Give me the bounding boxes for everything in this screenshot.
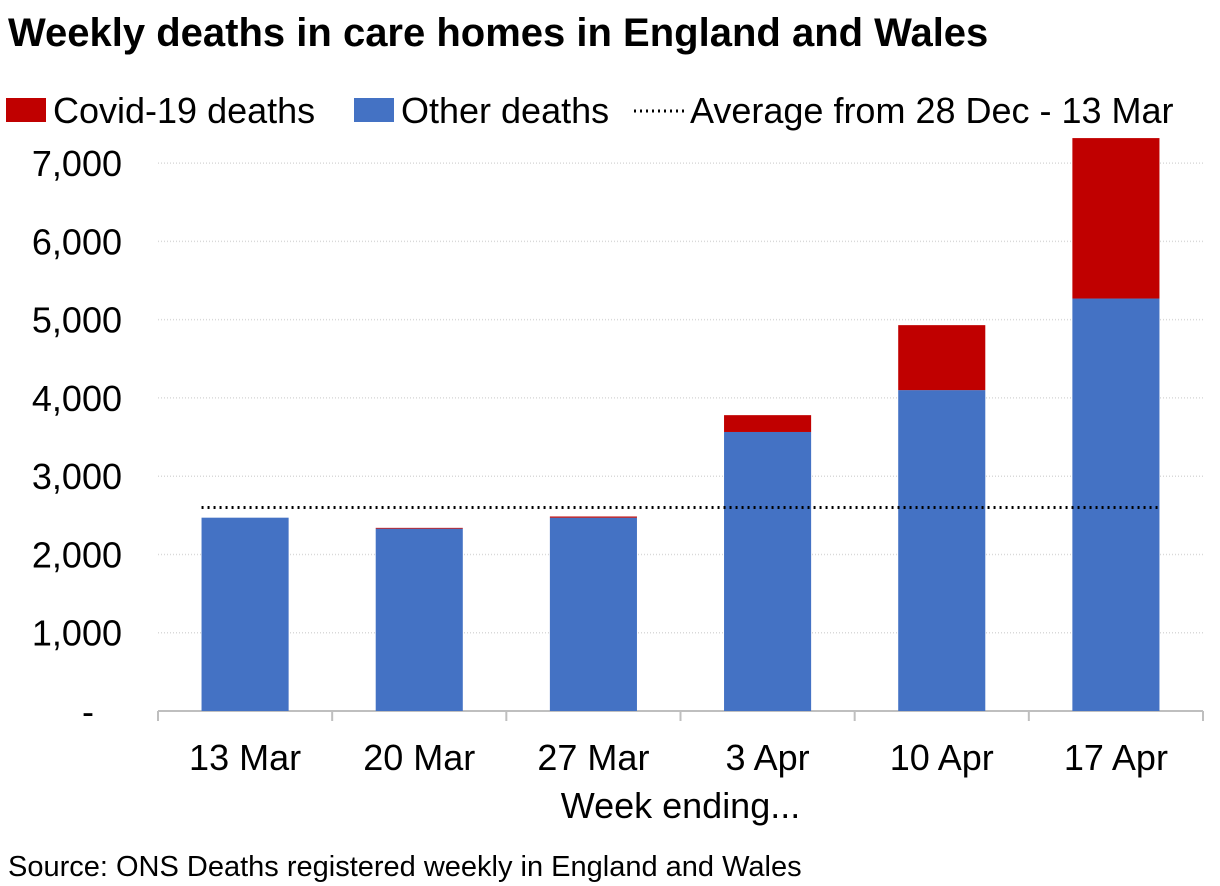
bar-other-deaths: [724, 431, 812, 711]
bar-other-deaths: [375, 528, 463, 711]
chart-title: Weekly deaths in care homes in England a…: [8, 11, 988, 55]
bar-other-deaths: [201, 517, 289, 711]
bar-other-deaths: [1072, 298, 1160, 711]
y-tick-label: 3,000: [32, 456, 122, 497]
bar-other-deaths: [898, 390, 986, 711]
x-tick-label: 20 Mar: [363, 737, 475, 778]
bar-other-deaths: [549, 517, 637, 711]
bar-covid-deaths: [724, 415, 812, 432]
x-tick-label: 13 Mar: [189, 737, 301, 778]
legend-label-covid: Covid-19 deaths: [53, 90, 315, 131]
legend-label-other: Other deaths: [401, 90, 609, 131]
bar-covid-deaths: [549, 516, 637, 518]
x-tick-label: 3 Apr: [726, 737, 810, 778]
y-tick-label: -: [82, 691, 94, 732]
bar-covid-deaths: [375, 527, 463, 529]
bar-covid-deaths: [898, 325, 986, 391]
y-tick-label: 2,000: [32, 534, 122, 575]
x-tick-label: 27 Mar: [537, 737, 649, 778]
y-tick-label: 5,000: [32, 300, 122, 341]
source-note: Source: ONS Deaths registered weekly in …: [8, 851, 802, 883]
x-axis-label: Week ending...: [561, 785, 800, 826]
y-tick-label: 6,000: [32, 221, 122, 262]
x-tick-label: 17 Apr: [1064, 737, 1168, 778]
legend-swatch-covid: [6, 98, 46, 122]
legend-label-average: Average from 28 Dec - 13 Mar: [690, 90, 1174, 131]
x-tick-label: 10 Apr: [890, 737, 994, 778]
legend-swatch-other: [354, 98, 394, 122]
y-tick-label: 1,000: [32, 613, 122, 654]
y-tick-label: 4,000: [32, 378, 122, 419]
bar-covid-deaths: [1072, 138, 1160, 299]
y-tick-label: 7,000: [32, 143, 122, 184]
